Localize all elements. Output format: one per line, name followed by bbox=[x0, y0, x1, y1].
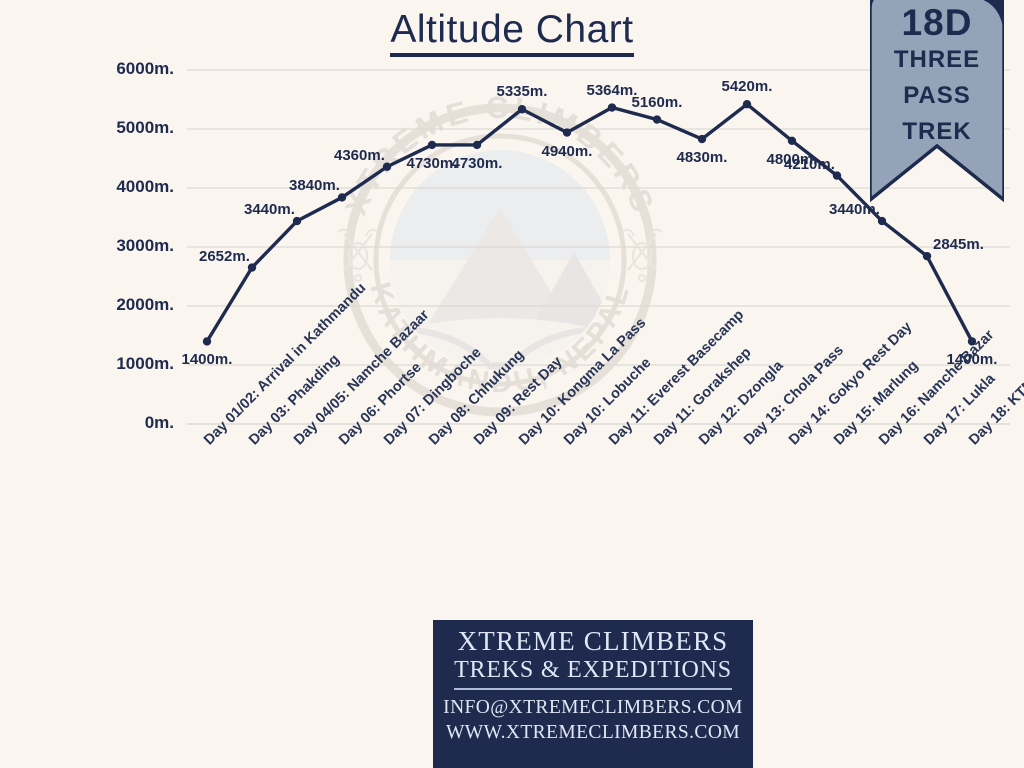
page-title-text: Altitude Chart bbox=[390, 8, 634, 57]
x-axis-tick-label: Day 12: Dzongla bbox=[696, 357, 787, 449]
data-point-marker[interactable] bbox=[517, 105, 527, 114]
company-email: INFO@XTREMECLIMBERS.COM bbox=[443, 696, 743, 718]
ribbon-line-1: THREE bbox=[893, 46, 981, 73]
data-point-marker[interactable] bbox=[922, 251, 932, 261]
data-point-label: 5364m. bbox=[586, 81, 638, 99]
data-point-marker[interactable] bbox=[607, 103, 617, 112]
data-point-marker[interactable] bbox=[427, 140, 437, 150]
page-title: Altitude Chart bbox=[0, 8, 1024, 57]
data-point-marker[interactable] bbox=[742, 100, 752, 109]
data-point-label: 5420m. bbox=[721, 78, 773, 96]
ribbon-shape bbox=[870, 0, 1004, 203]
data-point-label: 5335m. bbox=[496, 83, 548, 101]
data-point-label: 5160m. bbox=[631, 93, 683, 111]
x-axis-tick-label: Day 15: Marlung bbox=[831, 357, 922, 449]
data-point-marker[interactable] bbox=[382, 162, 392, 171]
company-logo-card: XTREME CLIMBERS TREKS & EXPEDITIONS INFO… bbox=[433, 620, 753, 768]
data-point-label: 3440m. bbox=[829, 201, 880, 219]
data-point-marker[interactable] bbox=[832, 171, 842, 180]
data-point-marker[interactable] bbox=[202, 337, 212, 346]
data-point-label: 3840m. bbox=[289, 177, 340, 195]
trek-ribbon-banner: 18D THREE PASS TREK bbox=[870, 0, 1004, 206]
altitude-polyline bbox=[205, 102, 974, 344]
y-axis-tick-label: 4000m. bbox=[116, 177, 174, 196]
data-point-marker[interactable] bbox=[697, 134, 707, 144]
data-point-marker[interactable] bbox=[562, 128, 572, 137]
data-point-marker[interactable] bbox=[967, 337, 977, 346]
y-axis-tick-label: 5000m. bbox=[116, 118, 174, 137]
y-axis-tick-label: 0m. bbox=[144, 413, 174, 432]
company-tagline: TREKS & EXPEDITIONS bbox=[454, 657, 732, 690]
y-axis-tick-label: 1000m. bbox=[116, 354, 174, 373]
data-point-label: 1400m. bbox=[181, 351, 233, 369]
y-axis-tick-label: 2000m. bbox=[116, 295, 174, 314]
data-point-label: 2652m. bbox=[199, 247, 250, 265]
data-point-marker[interactable] bbox=[292, 216, 302, 226]
data-point-marker[interactable] bbox=[472, 140, 482, 150]
data-point-marker[interactable] bbox=[337, 193, 347, 202]
altitude-line-series bbox=[202, 100, 977, 346]
ribbon-line-3: TREK bbox=[902, 118, 972, 145]
x-axis-tick-label: Day 06: Phortse bbox=[336, 359, 425, 449]
data-point-marker[interactable] bbox=[652, 115, 662, 124]
data-point-marker[interactable] bbox=[247, 263, 257, 272]
data-point-label: 1400m. bbox=[946, 351, 998, 369]
data-point-label: 4800m. bbox=[766, 150, 818, 168]
data-point-label: 4830m. bbox=[676, 149, 728, 167]
data-point-marker[interactable] bbox=[877, 216, 887, 226]
ribbon-days: 18D bbox=[901, 2, 973, 43]
company-website: WWW.XTREMECLIMBERS.COM bbox=[445, 722, 741, 744]
data-point-label: 2845m. bbox=[933, 236, 984, 254]
ribbon-corner-fold bbox=[983, 0, 1004, 40]
company-name: XTREME CLIMBERS bbox=[457, 626, 729, 656]
data-point-label: 4360m. bbox=[334, 146, 385, 164]
data-point-label: 3440m. bbox=[244, 201, 295, 219]
x-axis-tick-label: Day 01/02: Arrival in Kathmandu bbox=[201, 280, 370, 449]
data-point-label: 4730m. bbox=[406, 154, 458, 172]
data-point-label: 4730m. bbox=[451, 154, 503, 172]
y-axis-tick-label: 6000m. bbox=[116, 59, 174, 78]
data-point-marker[interactable] bbox=[787, 136, 797, 145]
data-point-label: 4210m. bbox=[784, 155, 835, 173]
ribbon-line-2: PASS bbox=[903, 82, 971, 109]
data-point-label: 4940m. bbox=[541, 142, 593, 160]
y-axis-tick-label: 3000m. bbox=[116, 236, 174, 255]
